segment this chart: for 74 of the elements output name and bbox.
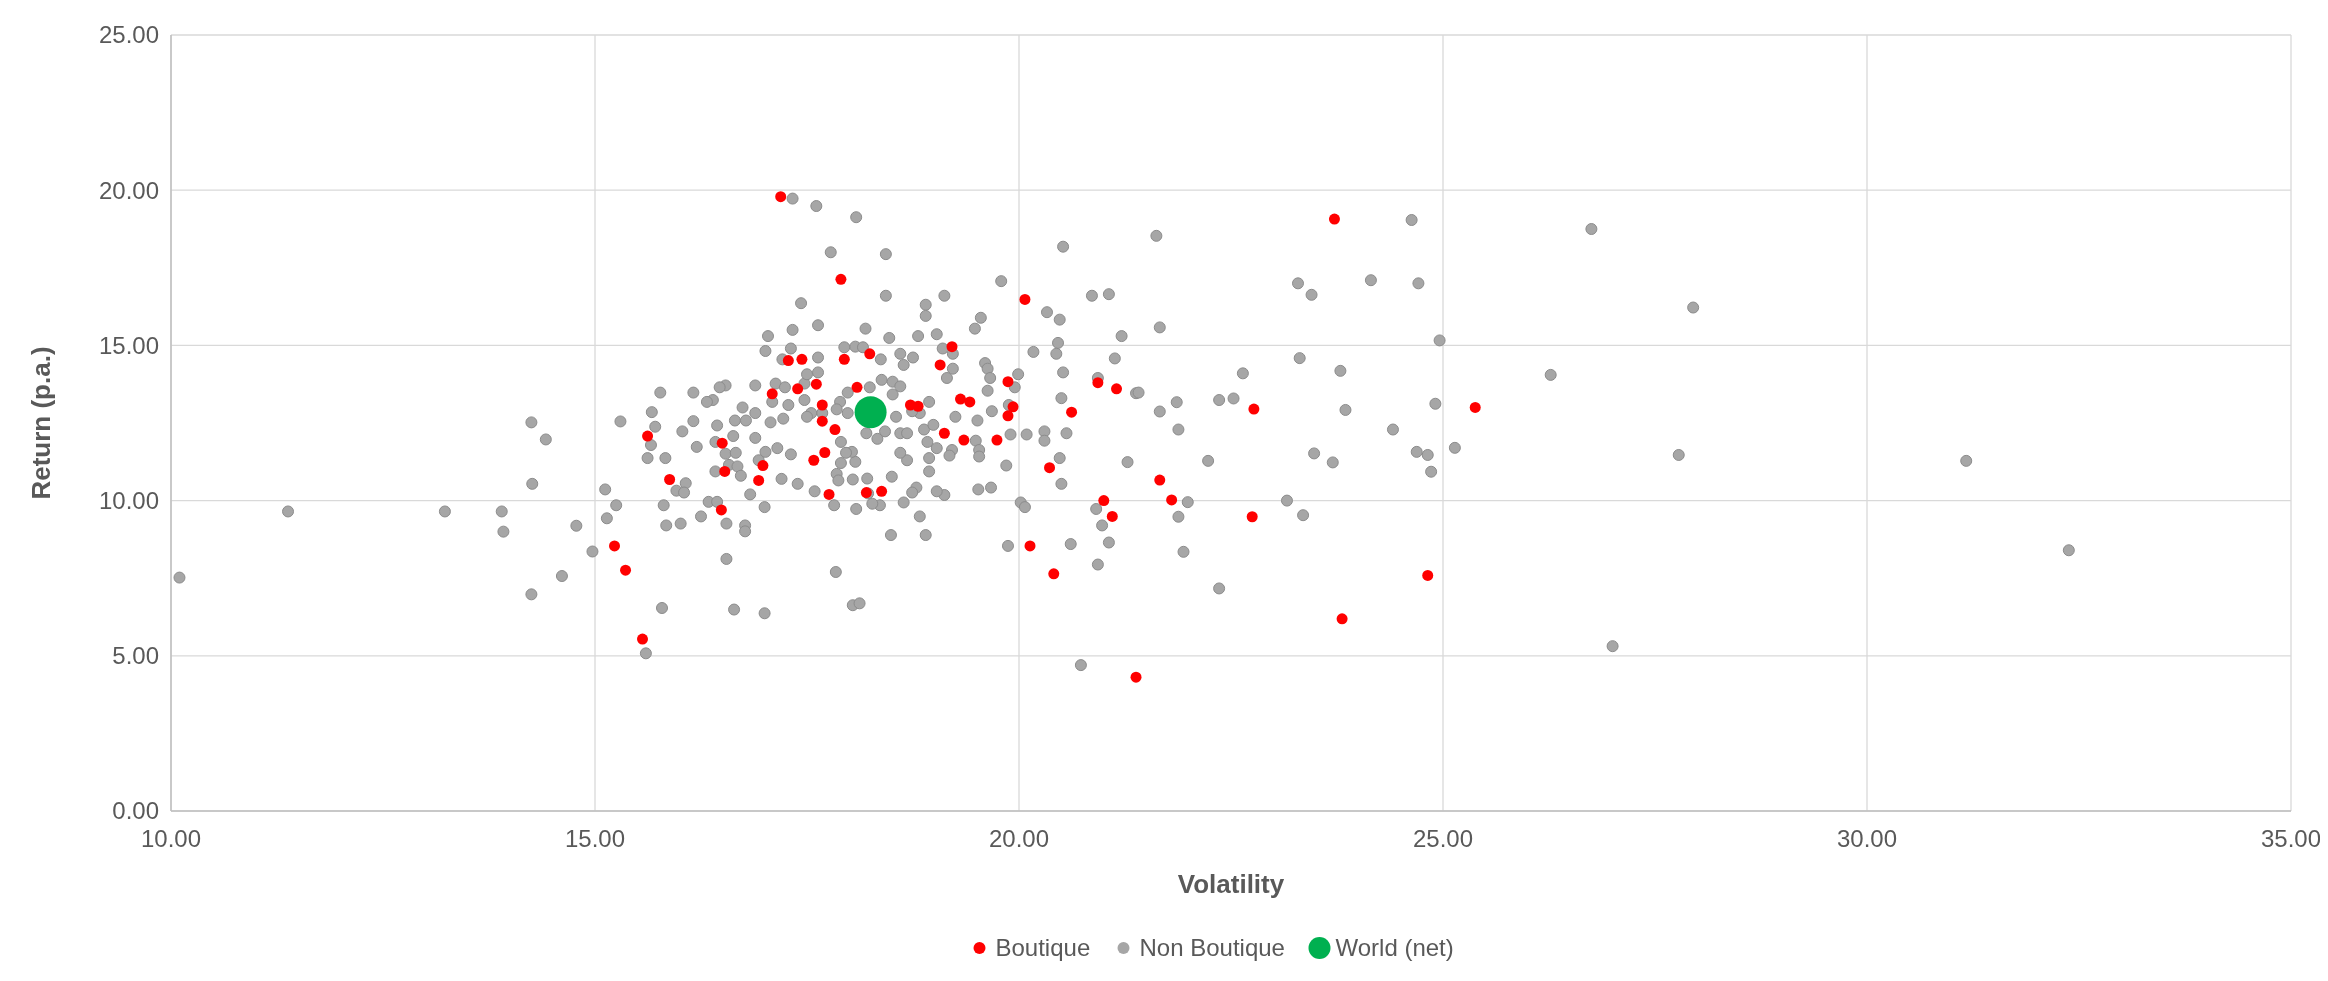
- point: [1019, 293, 1031, 305]
- point: [1328, 213, 1340, 225]
- point: [796, 353, 808, 365]
- legend-label: World (net): [1335, 934, 1454, 962]
- point: [1092, 377, 1104, 389]
- point: [1248, 403, 1260, 415]
- point: [851, 381, 863, 393]
- point: [1469, 401, 1481, 413]
- y-tick-label: 5.00: [112, 642, 159, 670]
- legend-label: Non Boutique: [1139, 934, 1285, 962]
- point: [716, 437, 728, 449]
- point: [934, 359, 946, 371]
- point: [719, 465, 731, 477]
- point: [829, 424, 841, 436]
- point: [1422, 569, 1434, 581]
- point: [609, 540, 620, 552]
- point: [864, 348, 876, 360]
- point: [1111, 383, 1123, 395]
- point: [808, 454, 820, 466]
- point: [1002, 410, 1014, 422]
- point: [620, 564, 632, 576]
- x-tick-label: 30.00: [1836, 825, 1898, 852]
- point: [938, 427, 950, 439]
- point: [792, 383, 804, 395]
- y-tick-label: 25.00: [98, 21, 159, 49]
- x-tick-label: 15.00: [564, 825, 626, 852]
- point: [823, 488, 835, 500]
- point: [838, 353, 850, 365]
- point: [1246, 511, 1258, 523]
- point: [819, 447, 831, 458]
- y-tick-label: 10.00: [98, 487, 159, 514]
- x-axis-title: Volatility: [1177, 869, 1285, 899]
- point: [958, 434, 970, 446]
- point: [876, 485, 888, 497]
- point: [782, 355, 794, 367]
- point: [1098, 495, 1110, 507]
- point: [1130, 671, 1142, 683]
- point: [1106, 510, 1118, 522]
- x-tick-label: 25.00: [1412, 825, 1474, 852]
- point: [1166, 494, 1178, 506]
- point: [753, 474, 765, 486]
- point: [1048, 568, 1060, 580]
- y-axis-title: Return (p.a.): [26, 346, 56, 500]
- point: [1007, 401, 1019, 413]
- point: [964, 396, 976, 408]
- point: [636, 633, 648, 645]
- point: [1002, 376, 1014, 388]
- point: [816, 399, 828, 411]
- point: [775, 191, 787, 203]
- point: [1044, 462, 1056, 474]
- point: [1066, 406, 1078, 418]
- point: [912, 400, 924, 412]
- point: [1336, 613, 1348, 625]
- point: [642, 430, 654, 442]
- point: [1024, 540, 1036, 552]
- point: [810, 378, 822, 390]
- point: [854, 396, 887, 429]
- point: [991, 434, 1003, 446]
- x-tick-label: 10.00: [140, 825, 202, 852]
- point: [757, 460, 769, 472]
- point: [835, 273, 847, 285]
- point: [816, 415, 828, 427]
- point: [766, 388, 778, 400]
- y-tick-label: 20.00: [98, 176, 159, 204]
- x-tick-label: 35.00: [2260, 825, 2322, 852]
- y-tick-label: 15.00: [98, 331, 159, 359]
- y-tick-label: 0.00: [112, 797, 159, 825]
- point: [715, 504, 727, 516]
- legend-label: Boutique: [995, 934, 1091, 962]
- point: [946, 341, 958, 353]
- point: [1154, 474, 1166, 486]
- point: [954, 393, 966, 405]
- x-tick-label: 20.00: [988, 825, 1050, 852]
- point: [664, 474, 676, 485]
